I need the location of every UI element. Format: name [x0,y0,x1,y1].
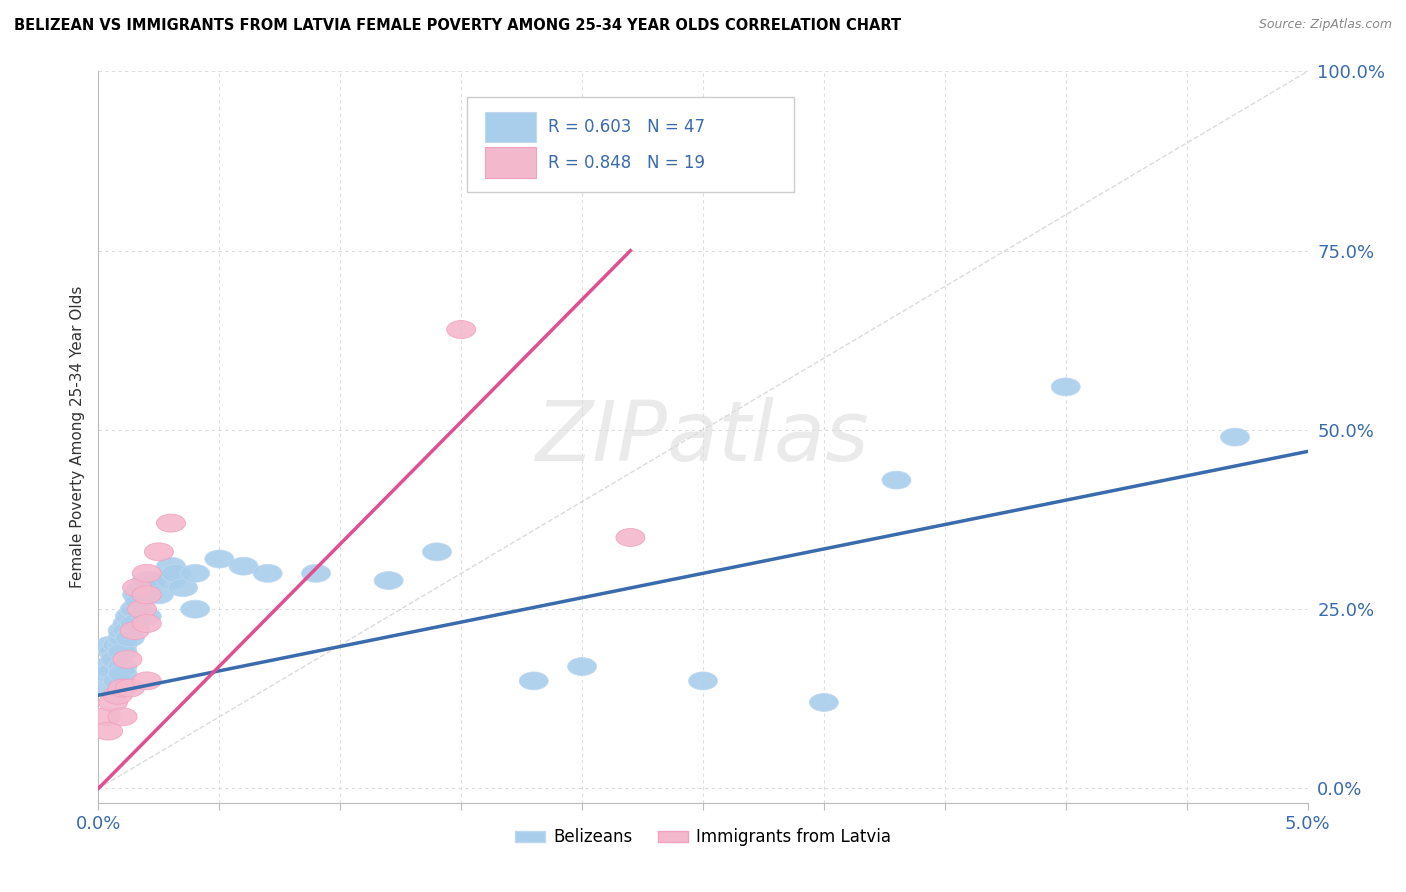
Ellipse shape [108,707,138,726]
Ellipse shape [180,565,209,582]
Text: BELIZEAN VS IMMIGRANTS FROM LATVIA FEMALE POVERTY AMONG 25-34 YEAR OLDS CORRELAT: BELIZEAN VS IMMIGRANTS FROM LATVIA FEMAL… [14,18,901,33]
Ellipse shape [689,672,717,690]
Ellipse shape [115,629,145,647]
Ellipse shape [180,600,209,618]
Ellipse shape [810,693,838,712]
Ellipse shape [122,579,152,597]
Ellipse shape [108,657,138,675]
Ellipse shape [519,672,548,690]
Ellipse shape [132,615,162,632]
Text: ZIPatlas: ZIPatlas [536,397,870,477]
Ellipse shape [115,679,145,697]
Text: Source: ZipAtlas.com: Source: ZipAtlas.com [1258,18,1392,31]
Ellipse shape [1052,378,1080,396]
Ellipse shape [108,643,138,661]
Ellipse shape [128,600,156,618]
Ellipse shape [132,672,162,690]
Ellipse shape [253,565,283,582]
Ellipse shape [1220,428,1250,446]
Ellipse shape [94,665,122,682]
Ellipse shape [374,572,404,590]
Ellipse shape [91,679,120,697]
Ellipse shape [616,528,645,547]
Ellipse shape [108,665,138,682]
Ellipse shape [101,650,129,668]
Ellipse shape [98,693,128,712]
Ellipse shape [138,572,166,590]
Ellipse shape [108,622,138,640]
Ellipse shape [568,657,596,675]
Ellipse shape [132,586,162,604]
Ellipse shape [120,622,149,640]
Ellipse shape [112,615,142,632]
Ellipse shape [169,579,198,597]
FancyBboxPatch shape [467,97,793,192]
FancyBboxPatch shape [485,147,536,178]
Text: R = 0.848   N = 19: R = 0.848 N = 19 [548,153,706,172]
Ellipse shape [422,543,451,561]
Ellipse shape [145,586,173,604]
Text: R = 0.603   N = 47: R = 0.603 N = 47 [548,118,706,136]
Ellipse shape [108,636,138,654]
Ellipse shape [122,586,152,604]
Legend: Belizeans, Immigrants from Latvia: Belizeans, Immigrants from Latvia [509,822,897,853]
Ellipse shape [447,320,475,338]
Ellipse shape [103,686,132,704]
Ellipse shape [91,707,120,726]
Ellipse shape [91,657,120,675]
Ellipse shape [120,600,149,618]
Ellipse shape [125,593,155,611]
Ellipse shape [112,622,142,640]
Ellipse shape [103,672,132,690]
Ellipse shape [128,579,156,597]
Y-axis label: Female Poverty Among 25-34 Year Olds: Female Poverty Among 25-34 Year Olds [69,286,84,588]
Ellipse shape [115,607,145,625]
Ellipse shape [882,471,911,489]
Ellipse shape [132,607,162,625]
Ellipse shape [96,636,125,654]
Ellipse shape [98,643,128,661]
Ellipse shape [94,723,122,740]
Ellipse shape [108,629,138,647]
Ellipse shape [103,636,132,654]
Ellipse shape [162,565,190,582]
Ellipse shape [120,615,149,632]
Ellipse shape [156,558,186,575]
Ellipse shape [132,565,162,582]
Ellipse shape [112,650,142,668]
Ellipse shape [132,572,162,590]
FancyBboxPatch shape [485,112,536,143]
Ellipse shape [229,558,259,575]
Ellipse shape [156,514,186,533]
Ellipse shape [108,679,138,697]
Ellipse shape [205,550,233,568]
Ellipse shape [301,565,330,582]
Ellipse shape [156,572,186,590]
Ellipse shape [145,543,173,561]
Ellipse shape [132,586,162,604]
